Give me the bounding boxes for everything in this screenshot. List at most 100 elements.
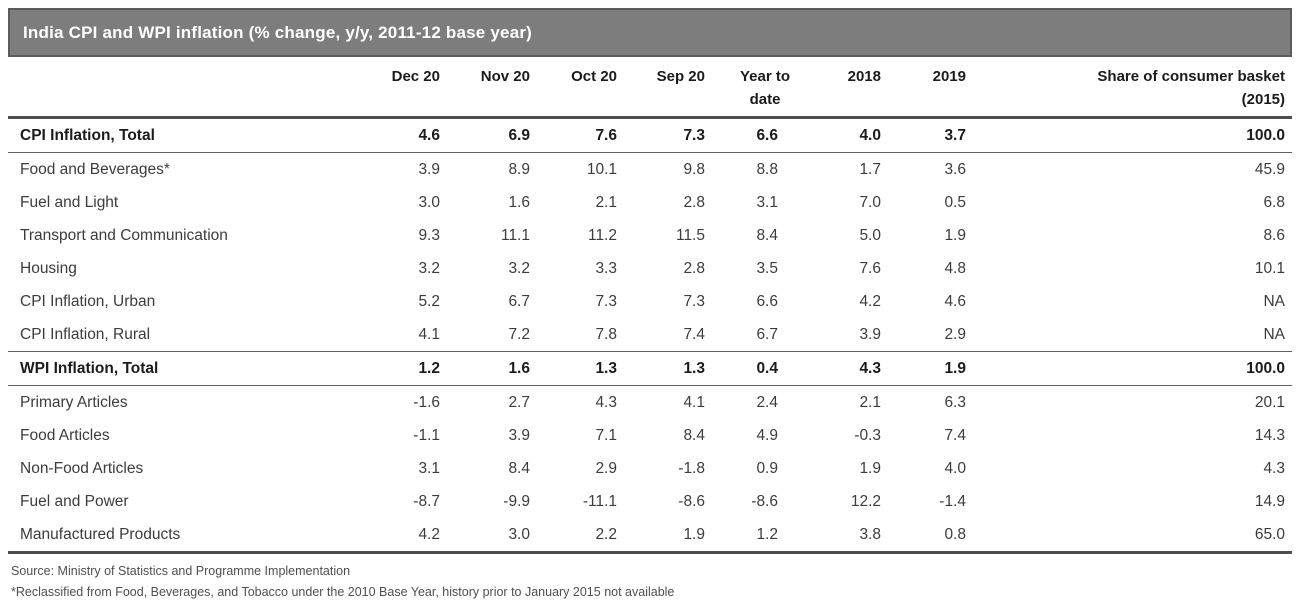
table-cell: 2.8 [683, 259, 705, 277]
table-row: Manufactured Products 4.2 3.0 2.2 1.9 1.2 3.8 0… [8, 518, 1292, 554]
table-cell: 8.8 [756, 160, 778, 178]
table-cell: -1.6 [413, 393, 440, 411]
table-cell: 4.3 [1263, 459, 1285, 477]
table-row: CPI Inflation, Rural 4.1 7.2 7.8 7.4 6.7 3.9 2.… [8, 318, 1292, 352]
table-cell: 6.8 [1263, 193, 1285, 211]
table-cell: 8.4 [683, 426, 705, 444]
row-label: Fuel and Light [20, 193, 119, 211]
table-cell: 8.9 [508, 160, 530, 178]
table-cell: 7.4 [944, 426, 966, 444]
table-cell: 6.6 [705, 117, 790, 153]
table-cell: 45.9 [1254, 160, 1285, 178]
table-cell: 3.2 [508, 259, 530, 277]
table-cell: 4.2 [360, 518, 440, 554]
header-nov-20: Nov 20 [440, 57, 530, 119]
row-label: CPI Inflation, Total [8, 117, 360, 153]
table-cell: 1.3 [530, 351, 617, 386]
table-cell: 100.0 [966, 117, 1292, 153]
table-title: India CPI and WPI inflation (% change, y… [23, 23, 533, 42]
header-year-to-date: Year to date [705, 57, 790, 119]
row-label: Housing [20, 259, 77, 277]
table-cell: 7.3 [683, 292, 705, 310]
table-cell: -1.8 [678, 459, 705, 477]
table-cell: 100.0 [966, 351, 1292, 386]
row-label: Food and Beverages* [20, 160, 170, 178]
table-cell: 14.3 [1254, 426, 1285, 444]
table-cell: 8.4 [508, 459, 530, 477]
table-cell: 10.1 [1254, 259, 1285, 277]
table-cell: 2.9 [595, 459, 617, 477]
row-label: Food Articles [20, 426, 110, 444]
table-cell: 4.6 [944, 292, 966, 310]
header-empty [8, 57, 360, 119]
row-label: Fuel and Power [20, 492, 129, 510]
table-row: Fuel and Light 3.0 1.6 2.1 2.8 3.1 7.0 0.5 6.8 [8, 186, 1292, 219]
table-cell: 9.8 [683, 160, 705, 178]
row-label: Primary Articles [20, 393, 128, 411]
table-cell: 7.2 [508, 325, 530, 343]
table-cell: 6.7 [508, 292, 530, 310]
table-cell: 4.6 [360, 117, 440, 153]
table-cell: -9.9 [503, 492, 530, 510]
inflation-table: Dec 20 Nov 20 Oct 20 Sep 20 Year to date … [8, 57, 1292, 554]
table-cell: 2.1 [859, 393, 881, 411]
table-row: Fuel and Power -8.7 -9.9 -11.1 -8.6 -8.6 12.2 -… [8, 485, 1292, 518]
row-label: Manufactured Products [8, 518, 360, 554]
row-label: CPI Inflation, Urban [20, 292, 156, 310]
table-cell: 9.3 [418, 226, 440, 244]
table-cell: 3.7 [881, 117, 966, 153]
row-label: CPI Inflation, Rural [20, 325, 151, 343]
table-cell: NA [1263, 292, 1285, 310]
table-cell: 3.1 [756, 193, 778, 211]
inflation-table-figure: India CPI and WPI inflation (% change, y… [8, 8, 1292, 603]
table-cell: 2.8 [683, 193, 705, 211]
table-cell: 5.2 [418, 292, 440, 310]
table-cell: -0.3 [854, 426, 881, 444]
table-cell: 1.9 [617, 518, 705, 554]
table-cell: 7.0 [859, 193, 881, 211]
table-cell: 65.0 [966, 518, 1292, 554]
table-row: Non-Food Articles 3.1 8.4 2.9 -1.8 0.9 1.9 4.0 4… [8, 452, 1292, 485]
table-cell: 7.3 [617, 117, 705, 153]
table-row: Primary Articles -1.6 2.7 4.3 4.1 2.4 2.1 6.3 20… [8, 386, 1292, 420]
header-2018: 2018 [790, 57, 881, 119]
table-cell: 6.3 [944, 393, 966, 411]
header-sep-20: Sep 20 [617, 57, 705, 119]
table-cell: 4.3 [595, 393, 617, 411]
table-cell: 6.9 [440, 117, 530, 153]
header-share-of-basket: Share of consumer basket (2015) [966, 57, 1292, 119]
table-cell: 14.9 [1254, 492, 1285, 510]
table-cell: 2.2 [530, 518, 617, 554]
table-cell: 1.6 [508, 193, 530, 211]
table-cell: 7.4 [683, 325, 705, 343]
table-cell: 11.1 [500, 226, 530, 244]
table-cell: -8.7 [413, 492, 440, 510]
table-cell: 8.4 [756, 226, 778, 244]
table-row: Food Articles -1.1 3.9 7.1 8.4 4.9 -0.3 7.4 14.3 [8, 419, 1292, 452]
table-title-bar: India CPI and WPI inflation (% change, y… [8, 8, 1292, 57]
table-row: Housing 3.2 3.2 3.3 2.8 3.5 7.6 4.8 10.1 [8, 252, 1292, 285]
table-row: Food and Beverages* 3.9 8.9 10.1 9.8 8.8 1.7 3.… [8, 153, 1292, 187]
table-cell: 4.8 [944, 259, 966, 277]
table-cell: 0.5 [944, 193, 966, 211]
header-oct-20: Oct 20 [530, 57, 617, 119]
table-row: Transport and Communication 9.3 11.1 11.2 11… [8, 219, 1292, 252]
table-cell: -8.6 [751, 492, 778, 510]
table-row: WPI Inflation, Total 1.2 1.6 1.3 1.3 0.4 4.3 1.… [8, 351, 1292, 386]
table-cell: 4.2 [859, 292, 881, 310]
table-cell: 7.1 [595, 426, 617, 444]
table-row: CPI Inflation, Urban 5.2 6.7 7.3 7.3 6.6 4.2 4.… [8, 285, 1292, 318]
table-cell: 11.5 [675, 226, 705, 244]
table-cell: 20.1 [1254, 393, 1285, 411]
table-cell: 8.6 [1263, 226, 1285, 244]
row-label: Transport and Communication [20, 226, 228, 244]
table-cell: -1.1 [413, 426, 440, 444]
table-cell: 2.9 [944, 325, 966, 343]
table-cell: 1.7 [859, 160, 881, 178]
table-cell: 3.0 [418, 193, 440, 211]
table-cell: 6.6 [756, 292, 778, 310]
table-cell: 3.2 [418, 259, 440, 277]
table-cell: 2.7 [508, 393, 530, 411]
table-cell: 7.6 [859, 259, 881, 277]
table-cell: 4.1 [418, 325, 440, 343]
